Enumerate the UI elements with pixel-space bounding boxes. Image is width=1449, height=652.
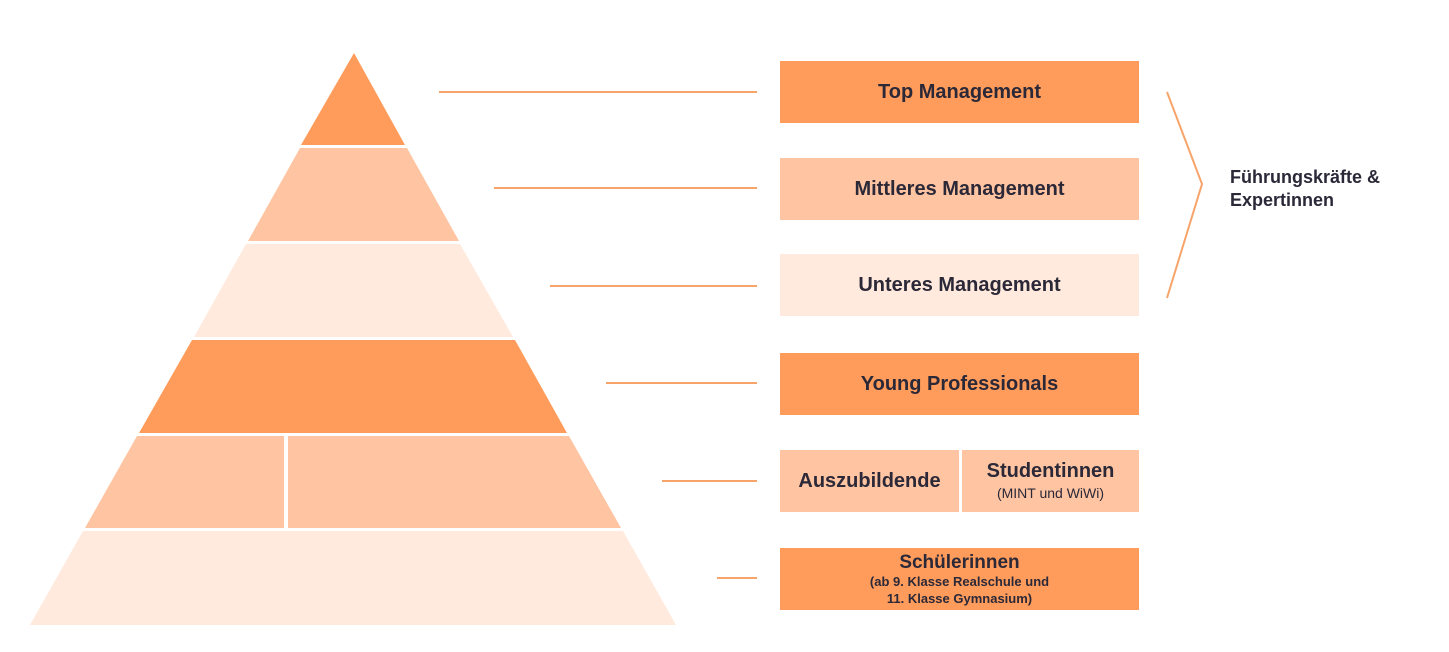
- pyramid-tier-top: [301, 53, 405, 145]
- label-unteres-management: Unteres Management: [858, 273, 1061, 296]
- pyramid-tier-unteres: [194, 244, 513, 337]
- box-young-professionals: Young Professionals: [780, 353, 1139, 415]
- pyramid-tier-young-professionals: [139, 340, 567, 433]
- label-schuelerinnen-sub-2: 11. Klasse Gymnasium): [886, 590, 1033, 606]
- pyramid-tier-mittleres: [248, 148, 459, 241]
- pyramid-tier-schuelerinnen: [30, 531, 676, 625]
- group-label-line-2: Expertinnen: [1230, 190, 1335, 210]
- label-studentinnen-sub: (MINT und WiWi): [996, 485, 1105, 501]
- group-bracket: [1166, 91, 1204, 299]
- label-studentinnen: Studentinnen: [986, 460, 1115, 482]
- label-top-management: Top Management: [878, 80, 1041, 103]
- pyramid-tier-auszubildende: [85, 436, 284, 528]
- label-schuelerinnen-sub-1: (ab 9. Klasse Realschule und: [869, 573, 1050, 589]
- box-mittleres-management: Mittleres Management: [780, 158, 1139, 220]
- box-unteres-management: Unteres Management: [780, 254, 1139, 316]
- split-divider: [959, 450, 962, 512]
- box-studentinnen: Studentinnen (MINT und WiWi): [962, 450, 1139, 512]
- box-schuelerinnen: Schülerinnen (ab 9. Klasse Realschule un…: [780, 548, 1139, 610]
- label-schuelerinnen: Schülerinnen: [899, 551, 1020, 573]
- label-mittleres-management: Mittleres Management: [854, 177, 1065, 200]
- pyramid-tier-studentinnen: [288, 436, 621, 528]
- group-label-line-1: Führungskräfte &: [1230, 167, 1381, 187]
- group-label-fuehrungskraefte: Führungskräfte & Expertinnen: [1230, 166, 1380, 212]
- box-auszubildende: Auszubildende: [780, 450, 959, 512]
- box-auszubildende-studentinnen: Auszubildende Studentinnen (MINT und WiW…: [780, 450, 1139, 512]
- label-young-professionals: Young Professionals: [860, 372, 1059, 395]
- box-top-management: Top Management: [780, 61, 1139, 123]
- label-auszubildende: Auszubildende: [798, 469, 941, 492]
